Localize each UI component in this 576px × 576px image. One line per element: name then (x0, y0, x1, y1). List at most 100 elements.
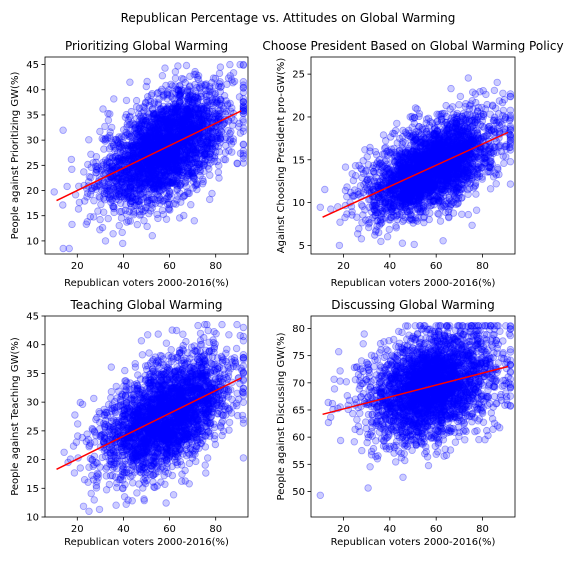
scatter-point (126, 183, 135, 191)
scatter-point (219, 108, 227, 116)
scatter-point (94, 164, 103, 173)
scatter-point (96, 193, 104, 202)
scatter-point (153, 137, 161, 145)
scatter-point (165, 200, 174, 209)
scatter-point (199, 109, 207, 118)
scatter-point (155, 135, 163, 143)
scatter-point (202, 143, 211, 152)
scatter-point (101, 195, 109, 204)
scatter-point (101, 134, 110, 142)
scatter-point (204, 150, 212, 158)
scatter-point (163, 90, 171, 98)
scatter-point (210, 154, 219, 162)
scatter-point (162, 160, 170, 168)
scatter-point (200, 132, 209, 141)
scatter-point (169, 156, 178, 164)
scatter-point (161, 123, 169, 132)
scatter-point (145, 110, 153, 118)
scatter-point (178, 140, 186, 149)
scatter-point (186, 105, 194, 114)
scatter-point (133, 132, 142, 140)
scatter-point (115, 221, 123, 230)
scatter-point (211, 128, 219, 136)
scatter-point (193, 73, 202, 82)
scatter-point (146, 161, 155, 169)
scatter-point (146, 117, 154, 126)
scatter-point (156, 154, 165, 162)
scatter-point (153, 128, 162, 136)
scatter-point (217, 97, 225, 105)
scatter-point (156, 172, 165, 181)
scatter-point (168, 118, 177, 126)
scatter-point (109, 163, 117, 171)
scatter-point (158, 197, 167, 205)
scatter-point (186, 72, 194, 80)
scatter-point (157, 154, 165, 163)
scatter-point (135, 120, 143, 129)
scatter-point (156, 160, 165, 169)
scatter-point (127, 146, 135, 154)
scatter-point (190, 119, 199, 128)
scatter-point (144, 160, 153, 168)
y-tick-label: 25 (26, 161, 39, 172)
scatter-point (126, 155, 134, 164)
scatter-point (202, 81, 210, 90)
scatter-point (177, 147, 186, 155)
scatter-point (134, 140, 142, 148)
scatter-point (117, 177, 126, 186)
scatter-point (166, 179, 174, 187)
scatter-point (229, 78, 237, 87)
scatter-point (228, 104, 236, 112)
scatter-point (228, 148, 236, 156)
scatter-point (137, 210, 145, 219)
scatter-point (130, 174, 138, 182)
scatter-point (113, 192, 121, 201)
scatter-point (159, 156, 167, 165)
scatter-point (192, 154, 201, 162)
scatter-point (125, 120, 134, 129)
scatter-point (125, 168, 133, 176)
scatter-point (147, 118, 156, 127)
scatter-point (156, 140, 164, 149)
scatter-point (168, 127, 176, 136)
scatter-point (224, 126, 232, 135)
scatter-point (197, 105, 206, 113)
scatter-point (169, 146, 177, 154)
scatter-point (158, 134, 166, 143)
scatter-point (175, 214, 184, 222)
scatter-point (175, 153, 183, 161)
scatter-point (209, 139, 217, 148)
scatter-point (152, 142, 161, 151)
scatter-point (195, 135, 203, 144)
scatter-point (178, 127, 187, 135)
scatter-point (161, 105, 169, 114)
scatter-point (148, 104, 157, 113)
scatter-point (143, 147, 152, 155)
scatter-point (239, 140, 248, 148)
scatter-point (190, 217, 198, 225)
scatter-point (199, 105, 208, 113)
scatter-point (193, 147, 201, 156)
scatter-point (187, 116, 196, 124)
scatter-point (106, 191, 114, 199)
scatter-point (166, 148, 174, 157)
scatter-point (132, 201, 140, 210)
scatter-point (157, 181, 166, 189)
scatter-point (174, 165, 183, 174)
scatter-point (164, 147, 172, 155)
scatter-point (174, 86, 183, 94)
scatter-point (132, 176, 140, 184)
scatter-point (50, 188, 58, 196)
scatter-point (183, 105, 191, 114)
scatter-point (140, 175, 149, 183)
scatter-point (206, 159, 214, 167)
scatter-point (162, 156, 170, 164)
scatter-point (160, 108, 168, 116)
scatter-point (155, 153, 163, 161)
scatter-point (128, 139, 136, 148)
scatter-point (442, 101, 450, 110)
scatter-point (147, 168, 155, 176)
scatter-point (236, 129, 245, 137)
scatter-point (122, 110, 131, 119)
scatter-point (164, 133, 172, 142)
